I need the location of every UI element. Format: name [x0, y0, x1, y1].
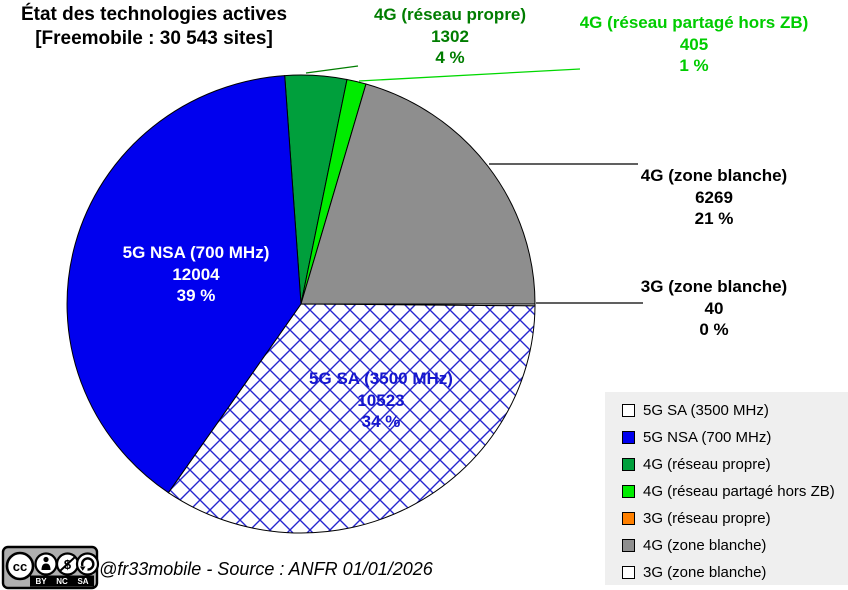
legend-label: 5G NSA (700 MHz)	[643, 429, 772, 446]
cc-sa-icon	[75, 552, 100, 576]
legend-item-3g-r-seau-propre[interactable]: 3G (réseau propre)	[622, 505, 848, 532]
slice-label-name: 5G NSA (700 MHz)	[122, 243, 270, 262]
chart-title-line2: [Freemobile : 30 543 sites]	[35, 28, 273, 49]
chart-title: État des technologies actives [Freemobil…	[4, 3, 304, 51]
legend-swatch	[622, 458, 635, 471]
attribution-text: @fr33mobile - Source : ANFR 01/01/2026	[99, 559, 433, 579]
cc-nc-label: NC	[56, 577, 68, 586]
legend-item-4g-zone-blanche[interactable]: 4G (zone blanche)	[622, 532, 848, 559]
legend-item-5g-sa-3500-mhz[interactable]: 5G SA (3500 MHz)	[622, 397, 848, 424]
slice-label-name: 4G (réseau partagé hors ZB)	[579, 13, 809, 32]
cc-license-badge: cc $ BY NC SA	[1, 545, 100, 590]
cc-by-label: BY	[35, 577, 47, 586]
slice-label-4g-partage-hors-zb: 4G (réseau partagé hors ZB) 405 1 %	[580, 12, 809, 77]
legend-swatch	[622, 512, 635, 525]
slice-label-pct: 34 %	[361, 412, 401, 431]
legend-item-4g-r-seau-partag-hors-zb[interactable]: 4G (réseau partagé hors ZB)	[622, 478, 848, 505]
slice-label-name: 3G (zone blanche)	[640, 277, 788, 296]
slice-label-value: 1302	[431, 26, 469, 46]
slice-label-4g-reseau-propre: 4G (réseau propre) 1302 4 %	[374, 4, 526, 69]
legend-label: 4G (réseau partagé hors ZB)	[643, 483, 835, 500]
slice-label-value: 10523	[357, 390, 405, 410]
legend-item-5g-nsa-700-mhz[interactable]: 5G NSA (700 MHz)	[622, 424, 848, 451]
slice-label-pct: 21 %	[694, 209, 734, 228]
chart-title-line1: État des technologies actives	[20, 4, 288, 25]
slice-label-value: 40	[704, 298, 724, 318]
slice-label-5g-nsa: 5G NSA (700 MHz) 12004 39 %	[123, 242, 270, 307]
cc-by-icon	[34, 552, 58, 576]
slice-label-pct: 1 %	[679, 56, 709, 75]
legend-item-4g-r-seau-propre[interactable]: 4G (réseau propre)	[622, 451, 848, 478]
slice-label-3g-zone-blanche: 3G (zone blanche) 40 0 %	[641, 276, 787, 341]
legend-item-3g-zone-blanche[interactable]: 3G (zone blanche)	[622, 559, 848, 586]
cc-nc-icon: $	[55, 552, 80, 576]
slice-label-value: 6269	[695, 187, 733, 207]
legend-label: 4G (zone blanche)	[643, 537, 767, 554]
slice-label-value: 405	[679, 34, 709, 54]
pie-slice-5g-sa-3500-mhz[interactable]	[167, 303, 536, 534]
slice-label-pct: 4 %	[435, 48, 465, 67]
cc-icon: cc	[5, 551, 35, 581]
slice-label-name: 4G (zone blanche)	[640, 166, 788, 185]
slice-label-name: 5G SA (3500 MHz)	[309, 369, 453, 388]
legend-swatch	[622, 539, 635, 552]
legend-swatch	[622, 431, 635, 444]
legend-label: 3G (zone blanche)	[643, 564, 767, 581]
slice-label-4g-zone-blanche: 4G (zone blanche) 6269 21 %	[641, 165, 787, 230]
legend-label: 3G (réseau propre)	[643, 510, 771, 527]
cc-sa-label: SA	[77, 577, 88, 586]
slice-label-pct: 39 %	[176, 286, 216, 305]
svg-text:cc: cc	[13, 559, 27, 574]
leader-4g-partage-hors-zb	[358, 68, 581, 82]
slice-label-5g-sa: 5G SA (3500 MHz) 10523 34 %	[309, 368, 453, 433]
chart-legend: 5G SA (3500 MHz) 5G NSA (700 MHz) 4G (rése…	[605, 392, 848, 585]
pie-slice-4g-zone-blanche[interactable]	[300, 83, 536, 305]
leader-4g-reseau-propre	[305, 65, 359, 74]
pie-slice-5g-nsa-700-mhz[interactable]	[66, 75, 302, 494]
legend-label: 4G (réseau propre)	[643, 456, 771, 473]
legend-swatch	[622, 485, 635, 498]
slice-label-pct: 0 %	[699, 320, 729, 339]
legend-swatch	[622, 404, 635, 417]
legend-label: 5G SA (3500 MHz)	[643, 402, 769, 419]
cc-sublabel-strip	[30, 575, 94, 587]
slice-label-name: 4G (réseau propre)	[373, 5, 527, 24]
legend-swatch	[622, 566, 635, 579]
slice-label-value: 12004	[172, 264, 220, 284]
